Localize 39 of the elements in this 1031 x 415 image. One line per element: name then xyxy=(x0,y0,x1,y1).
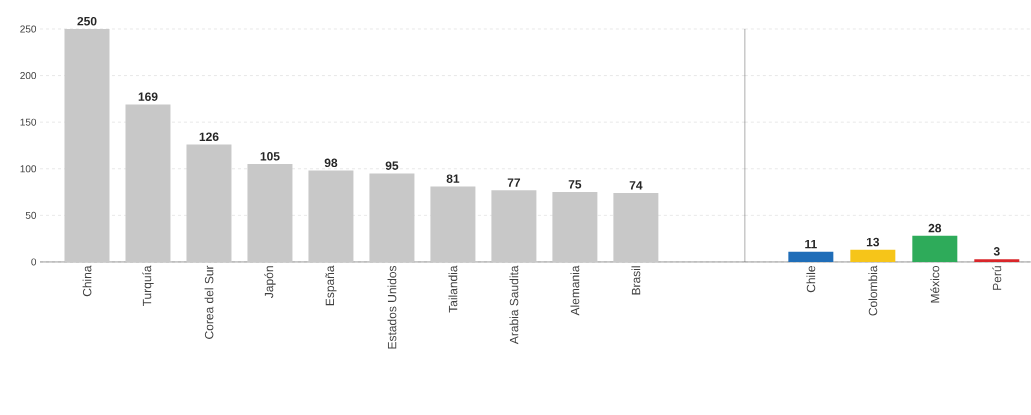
data-label: 75 xyxy=(568,180,582,189)
x-tick-label: Corea del Sur xyxy=(204,265,214,339)
x-tick-label: Perú xyxy=(992,266,1002,290)
data-label: 13 xyxy=(866,237,880,247)
data-label: 98 xyxy=(324,158,338,168)
data-label: 95 xyxy=(385,161,399,170)
bar xyxy=(850,249,896,262)
x-tick-label: México xyxy=(930,266,940,303)
x-tick-label: Colombia xyxy=(868,265,878,316)
y-tick-label: 0 xyxy=(31,258,37,266)
x-tick-label: Arabia Saudita xyxy=(509,265,519,345)
x-tick-label: Japón xyxy=(264,266,276,299)
data-label: 3 xyxy=(993,247,1000,256)
data-label: 11 xyxy=(805,239,817,249)
x-tick-label: Turquía xyxy=(142,265,154,307)
data-label: 28 xyxy=(928,223,942,233)
x-tick-label: Chile xyxy=(806,266,816,293)
y-tick-label: 150 xyxy=(20,118,37,126)
data-label: 81 xyxy=(446,174,460,183)
x-tick-label: Alemania xyxy=(570,265,580,316)
data-label: 169 xyxy=(138,92,158,101)
x-tick-label: España xyxy=(325,265,337,306)
data-label: 74 xyxy=(629,181,643,190)
bar xyxy=(788,251,834,262)
x-tick-label: Tailandia xyxy=(448,265,458,313)
y-tick-label: 200 xyxy=(20,72,37,80)
data-label: 105 xyxy=(260,152,280,161)
y-tick-label: 250 xyxy=(20,25,37,33)
data-label: 126 xyxy=(199,132,219,142)
y-tick-label: 100 xyxy=(20,165,37,173)
bar xyxy=(369,173,415,262)
data-label: 77 xyxy=(507,178,521,187)
x-tick-label: Estados Unidos xyxy=(387,265,397,349)
x-tick-label: China xyxy=(82,265,92,297)
x-tick-label: Brasil xyxy=(631,266,641,295)
bar xyxy=(974,259,1020,262)
data-label: 250 xyxy=(77,17,97,26)
y-tick-label: 50 xyxy=(25,211,37,219)
bar xyxy=(912,235,958,262)
